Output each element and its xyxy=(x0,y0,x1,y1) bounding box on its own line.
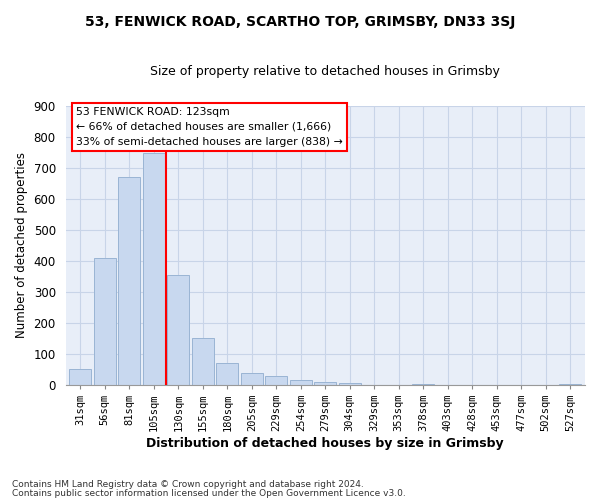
Bar xyxy=(559,384,581,385)
Title: Size of property relative to detached houses in Grimsby: Size of property relative to detached ho… xyxy=(151,65,500,78)
Text: Contains HM Land Registry data © Crown copyright and database right 2024.: Contains HM Land Registry data © Crown c… xyxy=(12,480,364,489)
Bar xyxy=(290,380,312,385)
X-axis label: Distribution of detached houses by size in Grimsby: Distribution of detached houses by size … xyxy=(146,437,504,450)
Text: Contains public sector information licensed under the Open Government Licence v3: Contains public sector information licen… xyxy=(12,488,406,498)
Bar xyxy=(192,338,214,385)
Text: 53, FENWICK ROAD, SCARTHO TOP, GRIMSBY, DN33 3SJ: 53, FENWICK ROAD, SCARTHO TOP, GRIMSBY, … xyxy=(85,15,515,29)
Y-axis label: Number of detached properties: Number of detached properties xyxy=(15,152,28,338)
Bar xyxy=(412,384,434,385)
Text: 53 FENWICK ROAD: 123sqm
← 66% of detached houses are smaller (1,666)
33% of semi: 53 FENWICK ROAD: 123sqm ← 66% of detache… xyxy=(76,107,343,146)
Bar xyxy=(314,382,336,385)
Bar xyxy=(167,274,189,385)
Bar xyxy=(94,258,116,385)
Bar xyxy=(265,376,287,385)
Bar xyxy=(118,177,140,385)
Bar xyxy=(241,374,263,385)
Bar xyxy=(143,152,165,385)
Bar xyxy=(216,363,238,385)
Bar xyxy=(69,370,91,385)
Bar xyxy=(339,384,361,385)
